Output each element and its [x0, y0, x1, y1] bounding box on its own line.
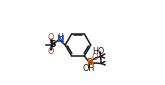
Text: O: O — [47, 33, 54, 42]
Text: B: B — [86, 58, 93, 67]
Text: OH: OH — [83, 64, 95, 73]
Text: N: N — [56, 35, 64, 44]
Text: S: S — [50, 40, 56, 49]
Text: O: O — [92, 53, 98, 62]
Text: H: H — [57, 33, 63, 42]
Text: HO: HO — [92, 47, 105, 56]
Text: O: O — [47, 47, 54, 56]
